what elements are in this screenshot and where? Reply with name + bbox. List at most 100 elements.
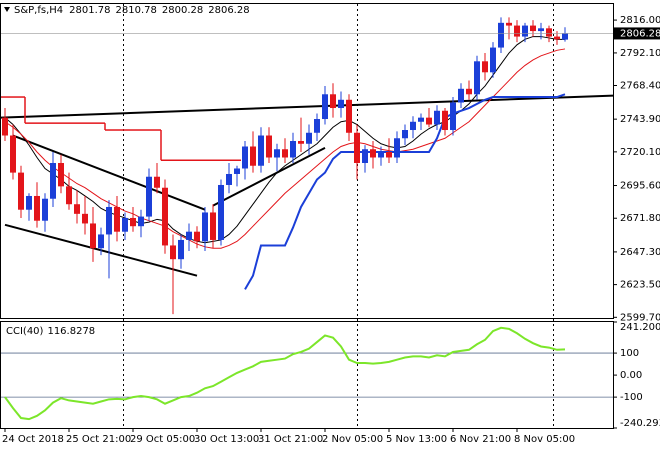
candle-body [386, 151, 392, 158]
candle-body [218, 184, 224, 240]
y-tick-label: 2792.10 [620, 48, 660, 59]
period-separators [123, 4, 554, 428]
candle-body [322, 94, 328, 120]
cci-header: CCI(40) 116.8278 [6, 326, 95, 337]
candle-body [362, 149, 368, 163]
y-tick-label: 2743.90 [620, 114, 660, 125]
candle-body [290, 141, 296, 158]
candle-body [98, 234, 104, 249]
x-tick-label: 30 Oct 13:00 [194, 434, 259, 445]
cci-line [4, 326, 566, 421]
x-tick-label: 25 Oct 21:00 [66, 434, 131, 445]
indicator-line [4, 36, 565, 244]
x-tick-label: 5 Nov 13:00 [386, 434, 447, 445]
y-tick-label: 2695.60 [620, 181, 660, 192]
candle-body [474, 61, 480, 95]
symbol: S&P,fs,H4 [14, 5, 63, 16]
y-tick-label: 2623.50 [620, 280, 660, 291]
candle-body [426, 117, 432, 125]
candle-body [242, 146, 248, 169]
cci-value: 116.8278 [47, 326, 95, 337]
candle-body [298, 141, 304, 144]
candle-body [66, 186, 72, 205]
candle-body [546, 28, 552, 37]
candle-body [186, 231, 192, 240]
candle-body [202, 212, 208, 242]
candle-body [514, 25, 520, 37]
candle-body [178, 239, 184, 260]
x-tick-label: 2 Nov 05:00 [322, 434, 383, 445]
x-tick-label: 24 Oct 2018 [2, 434, 64, 445]
y-tick-label: 2599.70 [620, 312, 660, 323]
candle-body [418, 117, 424, 122]
close: 2806.28 [208, 5, 249, 16]
open: 2801.78 [69, 5, 110, 16]
candle-body [346, 99, 352, 133]
current-price-label: 2806.28 [620, 28, 660, 39]
candle-body [370, 149, 376, 158]
candle-body [442, 110, 448, 131]
x-tick-label: 8 Nov 05:00 [514, 434, 575, 445]
candle-body [530, 25, 536, 32]
candle-body [234, 168, 240, 174]
candle-body [170, 245, 176, 260]
candle-body [490, 47, 496, 73]
low: 2800.28 [162, 5, 203, 16]
y-tick-label: -100 [620, 392, 643, 403]
candle-body [226, 173, 232, 185]
candle-body [90, 223, 96, 249]
candle-body [522, 25, 528, 37]
collapse-icon [4, 7, 10, 12]
y-tick-label: 2720.10 [620, 147, 660, 158]
candle-body [210, 212, 216, 240]
candle-body [458, 88, 464, 103]
trendline [212, 146, 326, 207]
indicator-line [244, 93, 566, 290]
candle-body [306, 132, 312, 144]
trendline [0, 94, 614, 119]
candle-body [410, 121, 416, 131]
candle-body [250, 146, 256, 166]
candle-body [434, 110, 440, 125]
candle-body [266, 135, 272, 158]
candle-body [354, 132, 360, 163]
candle-body [50, 162, 56, 199]
candle-body [130, 217, 136, 227]
candle-body [162, 187, 168, 246]
candle-body [122, 217, 128, 232]
candle-body [282, 149, 288, 158]
candle-body [538, 28, 544, 32]
candle-body [330, 94, 336, 109]
candle-body [194, 231, 200, 242]
y-tick-label: 2768.40 [620, 80, 660, 91]
candle-body [554, 36, 560, 40]
candle-body [274, 149, 280, 158]
candle-body [498, 22, 504, 48]
candle-body [2, 117, 8, 136]
candle-body [114, 206, 120, 232]
candle-body [314, 119, 320, 133]
candle-body [338, 99, 344, 109]
trendline [12, 134, 206, 211]
candle-body [402, 130, 408, 139]
candle-body [138, 216, 144, 227]
price-panel-frame [0, 3, 614, 319]
candle-body [506, 22, 512, 26]
x-tick-label: 6 Nov 21:00 [450, 434, 511, 445]
current-price-box [614, 27, 660, 40]
candle-body [10, 135, 16, 173]
candle-body [82, 213, 88, 224]
candle-body [26, 195, 32, 210]
candle-body [42, 198, 48, 221]
y-tick-label: -240.2937 [620, 418, 660, 429]
candle-body [18, 172, 24, 210]
y-tick-label: 2647.30 [620, 247, 660, 258]
y-tick-label: 100 [620, 348, 639, 359]
candle-body [58, 162, 64, 187]
candle-body [146, 176, 152, 217]
x-tick-label: 29 Oct 05:00 [130, 434, 195, 445]
y-tick-label: 2671.80 [620, 213, 660, 224]
